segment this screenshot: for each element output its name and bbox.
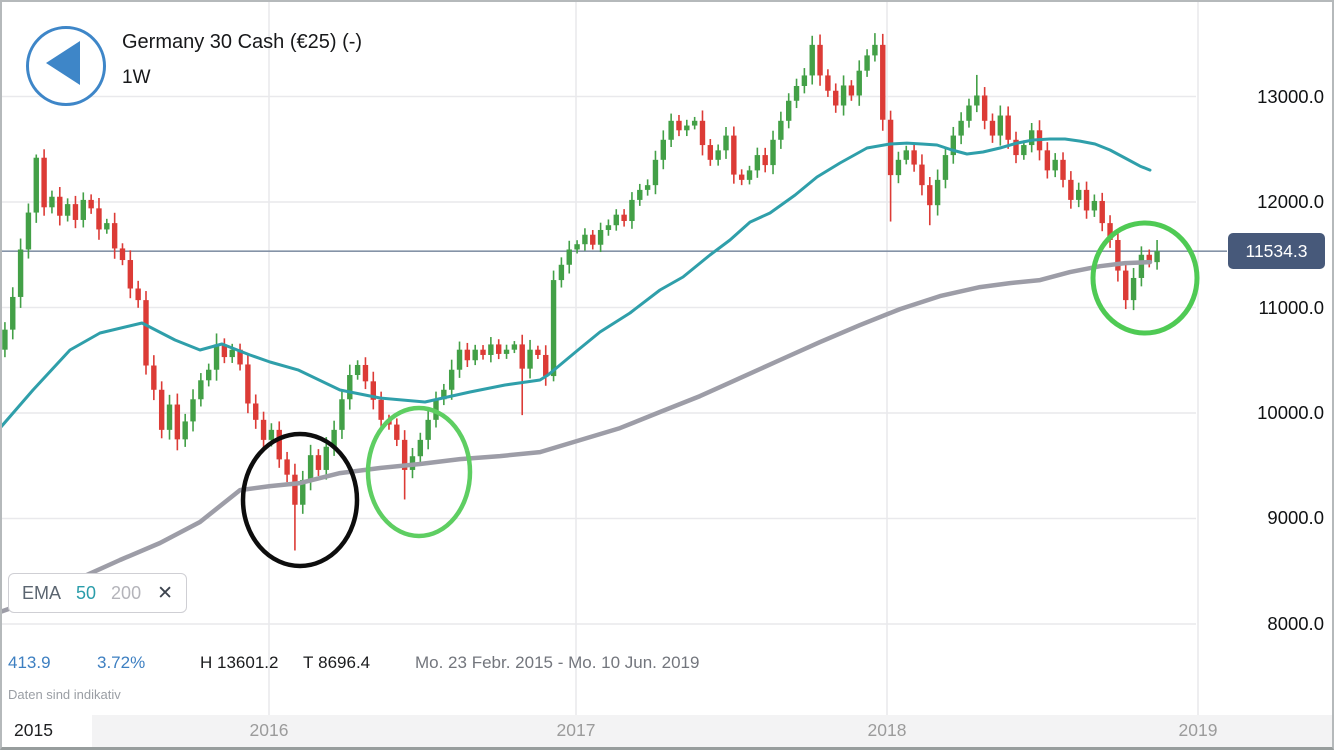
period-low: T 8696.4 xyxy=(303,653,371,672)
instrument-title: Germany 30 Cash (€25) (-) xyxy=(122,31,363,53)
year-label-2016: 2016 xyxy=(249,720,289,740)
green-circle-2019-ema xyxy=(1090,220,1200,336)
indicator-legend[interactable]: EMA 50 200 ✕ xyxy=(8,573,188,613)
year-label-2015: 2015 xyxy=(14,720,53,740)
last-price-badge: 11534.3 xyxy=(1228,233,1325,269)
price-tick-label: 9000.0 xyxy=(1267,507,1324,529)
ema50-period[interactable]: 50 xyxy=(76,582,97,603)
indicator-name: EMA xyxy=(22,582,62,603)
candles-layer xyxy=(2,33,1160,551)
year-label-2018: 2018 xyxy=(867,720,907,740)
change-percent: 3.72% xyxy=(97,653,146,672)
time-axis-start-patch xyxy=(0,715,92,747)
date-range: Mo. 23 Febr. 2015 - Mo. 10 Jun. 2019 xyxy=(415,653,700,672)
black-circle-2016-low xyxy=(240,431,360,569)
price-tick-label: 12000.0 xyxy=(1257,191,1324,213)
ema50-line xyxy=(0,137,1152,430)
year-label-2017: 2017 xyxy=(556,720,596,740)
remove-indicator-icon[interactable]: ✕ xyxy=(157,582,174,604)
price-tick-label: 8000.0 xyxy=(1267,612,1324,634)
ema200-period[interactable]: 200 xyxy=(111,582,142,603)
price-tick-label: 10000.0 xyxy=(1257,401,1324,423)
time-axis: 2015 2016 2017 2018 2019 xyxy=(0,715,1334,747)
back-arrow-icon xyxy=(46,41,80,85)
ema200-line xyxy=(0,259,1153,615)
timeframe-label: 1W xyxy=(122,67,151,88)
period-high: H 13601.2 xyxy=(200,653,279,672)
price-tick-label: 11000.0 xyxy=(1258,296,1325,318)
price-tick-label: 13000.0 xyxy=(1257,85,1324,107)
green-circle-2016-ema xyxy=(365,405,473,539)
back-button[interactable] xyxy=(26,26,106,106)
year-label-2019: 2019 xyxy=(1178,720,1218,740)
disclaimer-text: Daten sind indikativ xyxy=(8,687,121,702)
gridlines xyxy=(0,2,1199,715)
change-value: 413.9 xyxy=(8,653,51,672)
